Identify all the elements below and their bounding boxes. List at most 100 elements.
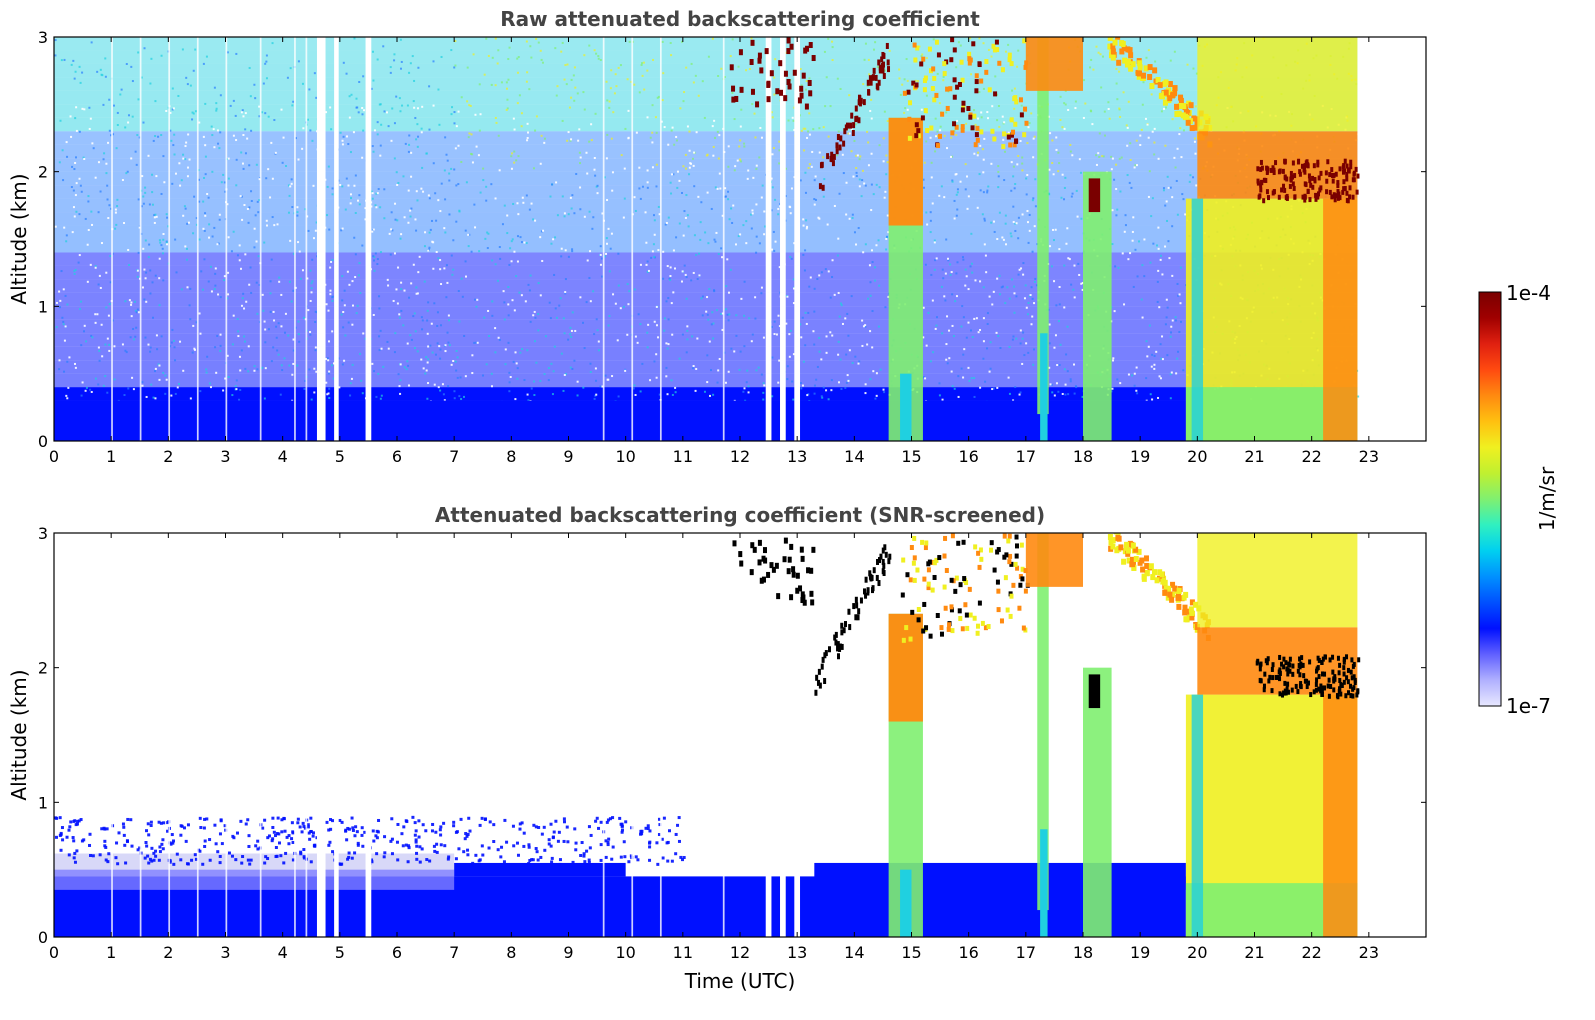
noise-speck — [544, 335, 547, 338]
noise-speck — [551, 393, 554, 396]
cloud-cell — [1152, 67, 1158, 74]
cloud-cell — [907, 135, 912, 141]
noise-gap — [467, 233, 470, 236]
bl-speck — [347, 851, 351, 855]
noise-speck — [1014, 222, 1017, 225]
bl-speck — [539, 855, 543, 859]
noise-speck — [556, 85, 559, 88]
noise-speck — [787, 119, 790, 122]
noise-gap — [579, 156, 582, 159]
noise-speck — [505, 81, 508, 84]
scan-gap — [722, 37, 725, 441]
noise-speck — [962, 258, 965, 261]
noise-gap — [837, 381, 840, 384]
noise-speck — [455, 369, 458, 372]
noise-speck — [423, 245, 426, 248]
noise-gap — [728, 291, 731, 294]
bl-speck — [154, 849, 158, 853]
cloud-top-cell — [1343, 158, 1347, 164]
noise-speck — [599, 245, 602, 248]
noise-speck — [106, 391, 109, 394]
noise-gap — [948, 357, 951, 360]
noise-speck — [460, 96, 463, 99]
noise-speck — [342, 326, 345, 329]
noise-speck — [692, 81, 695, 84]
noise-gap — [214, 267, 217, 270]
noise-gap — [845, 213, 848, 216]
noise-gap — [395, 288, 398, 291]
noise-speck — [203, 229, 206, 232]
cloud-top-cell — [1343, 168, 1347, 174]
noise-speck — [1069, 378, 1072, 381]
noise-gap — [280, 108, 283, 111]
noise-gap — [326, 393, 329, 396]
noise-speck — [567, 338, 570, 341]
bl-speck — [463, 837, 467, 841]
noise-gap — [870, 249, 873, 252]
noise-speck — [1176, 282, 1179, 285]
noise-speck — [393, 157, 396, 160]
bl-speck — [246, 818, 250, 822]
noise-speck — [566, 63, 569, 66]
cloud-cell — [984, 69, 989, 75]
cirrus-cell — [783, 537, 788, 544]
noise-gap — [680, 280, 683, 283]
bl-speck — [171, 841, 175, 845]
bl-speck — [273, 834, 277, 838]
bl-speck — [428, 859, 432, 863]
noise-speck — [548, 301, 551, 304]
cirrus-cell — [821, 184, 825, 191]
data-gap — [365, 533, 372, 937]
noise-gap — [327, 309, 330, 312]
noise-gap — [91, 142, 94, 145]
noise-gap — [778, 359, 781, 362]
noise-gap — [153, 221, 156, 224]
noise-gap — [646, 116, 649, 119]
noise-speck — [90, 41, 93, 44]
noise-speck — [699, 238, 702, 241]
noise-speck — [952, 335, 955, 338]
noise-gap — [721, 256, 724, 259]
bl-speck — [424, 829, 428, 833]
noise-gap — [852, 175, 855, 178]
noise-speck — [691, 335, 694, 338]
noise-speck — [628, 40, 631, 43]
noise-speck — [505, 108, 508, 111]
noise-speck — [61, 316, 64, 319]
bl-speck — [434, 830, 438, 834]
x-tick-label: 22 — [1301, 447, 1321, 466]
noise-speck — [1124, 214, 1127, 217]
noise-speck — [1177, 350, 1180, 353]
noise-speck — [547, 379, 550, 382]
noise-speck — [945, 238, 948, 241]
noise-speck — [649, 136, 652, 139]
noise-speck — [359, 352, 362, 355]
noise-speck — [288, 280, 291, 283]
noise-gap — [443, 227, 446, 230]
noise-gap — [788, 355, 791, 358]
noise-speck — [434, 353, 437, 356]
bl-speck — [149, 824, 153, 828]
noise-speck — [290, 178, 293, 181]
noise-speck — [409, 62, 412, 65]
noise-gap — [1052, 228, 1055, 231]
noise-speck — [1050, 265, 1053, 268]
noise-speck — [454, 64, 457, 67]
noise-speck — [925, 94, 928, 97]
noise-speck — [815, 378, 818, 381]
noise-speck — [655, 185, 658, 188]
noise-speck — [248, 66, 251, 69]
noise-speck — [813, 343, 816, 346]
noise-gap — [1163, 107, 1166, 110]
bl-speck — [679, 855, 683, 859]
bl-speck — [552, 830, 556, 834]
noise-speck — [558, 304, 561, 307]
noise-gap — [1058, 285, 1061, 288]
cirrus-cell — [850, 112, 854, 119]
noise-speck — [685, 194, 688, 197]
noise-gap — [967, 195, 970, 198]
noise-speck — [199, 390, 202, 393]
bl-speck — [518, 822, 522, 826]
noise-speck — [589, 371, 592, 374]
noise-speck — [992, 387, 995, 390]
